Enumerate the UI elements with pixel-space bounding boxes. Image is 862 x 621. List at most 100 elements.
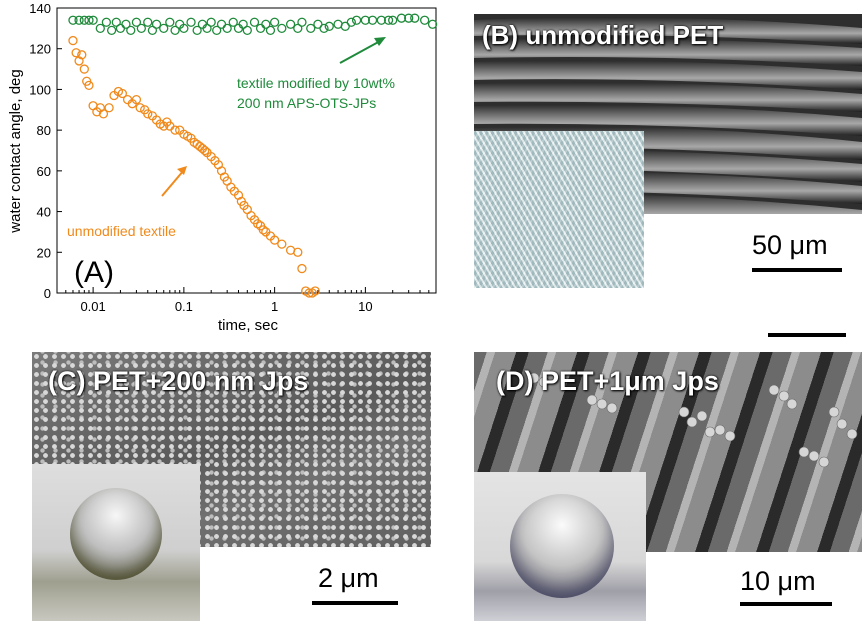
panel-a-label: (A) <box>74 256 114 289</box>
data-point-modified <box>396 13 407 23</box>
y-tick-label: 0 <box>44 286 51 301</box>
data-point-modified <box>84 15 94 25</box>
data-point-modified <box>136 23 146 34</box>
scale-bar-separator <box>768 333 846 337</box>
data-point-unmodified <box>304 288 314 298</box>
droplet-inset-c <box>32 464 200 621</box>
data-point-modified <box>293 23 303 34</box>
y-tick-label: 140 <box>29 1 51 16</box>
water-droplet-c <box>70 488 162 580</box>
data-point-modified <box>212 25 222 36</box>
data-point-modified <box>131 17 142 27</box>
data-point-unmodified <box>131 94 142 105</box>
panel-c-label: (C) PET+200 nm Jps <box>48 366 309 396</box>
data-point-modified <box>170 25 180 36</box>
data-point-unmodified <box>135 103 145 113</box>
data-point-unmodified <box>200 145 210 156</box>
x-tick-label: 0.01 <box>80 299 105 314</box>
annotation-modified-line2: 200 nm APS-OTS-JPs <box>237 95 376 111</box>
panel-b-sem-image: (B) unmodified PET 50 μm <box>474 14 862 288</box>
data-point-modified <box>383 15 394 25</box>
data-point-modified <box>202 23 212 34</box>
data-point-unmodified <box>143 109 153 119</box>
panel-a-chart: 0 20 40 60 80 100 120 140 0.01 0.1 1 10 water cont… <box>0 0 445 335</box>
data-point-modified <box>106 25 117 36</box>
data-point-modified <box>388 15 398 25</box>
data-point-modified <box>346 17 356 27</box>
data-point-modified <box>420 15 430 25</box>
annotation-unmodified: unmodified textile <box>67 223 176 239</box>
scale-bar-c <box>312 601 398 605</box>
data-point-modified <box>151 19 162 29</box>
arrow-unmodified <box>161 169 185 197</box>
data-point-modified <box>242 25 252 36</box>
scale-box-b: 50 μm <box>644 214 862 288</box>
data-point-modified <box>269 17 280 27</box>
panel-d-sem-image: (D) PET+1μm Jps 10 μm <box>474 352 862 621</box>
data-point-modified <box>360 15 371 25</box>
data-point-modified <box>277 23 287 34</box>
arrow-unmodified-head <box>177 166 187 175</box>
y-tick-label: 40 <box>37 205 51 220</box>
panel-b-label: (B) unmodified PET <box>482 20 724 50</box>
data-point-modified <box>376 15 387 25</box>
data-point-unmodified <box>252 219 263 229</box>
data-point-unmodified <box>117 88 128 99</box>
y-axis-label: water contact angle, deg <box>7 69 24 233</box>
data-point-modified <box>68 15 78 25</box>
data-point-modified <box>121 19 131 29</box>
data-point-unmodified <box>307 288 317 298</box>
water-droplet-d <box>510 494 614 598</box>
microparticles-layer <box>528 372 858 468</box>
annotation-modified-line1: textile modified by 10wt% <box>237 75 395 91</box>
data-point-modified <box>186 17 196 27</box>
data-point-modified <box>427 19 438 29</box>
data-point-modified <box>404 13 414 23</box>
arrow-modified-head <box>374 37 386 46</box>
x-tick-label: 1 <box>271 299 278 314</box>
data-point-modified <box>265 25 276 36</box>
data-point-modified <box>238 19 248 29</box>
x-tick-label: 0.1 <box>175 299 193 314</box>
scale-bar-d <box>740 602 832 606</box>
scale-label-d: 10 μm <box>740 566 816 596</box>
data-point-modified <box>319 23 329 34</box>
y-tick-label: 60 <box>37 164 51 179</box>
data-point-modified <box>285 19 296 29</box>
droplet-inset-d <box>474 472 646 621</box>
data-point-unmodified <box>79 64 89 74</box>
data-point-modified <box>79 15 89 25</box>
data-point-unmodified <box>84 80 94 91</box>
woven-fabric-inset <box>474 131 644 288</box>
data-point-modified <box>101 17 112 27</box>
data-point-unmodified <box>310 286 320 296</box>
data-point-modified <box>111 17 121 27</box>
data-point-modified <box>74 15 84 25</box>
data-point-modified <box>147 25 158 36</box>
data-point-modified <box>126 25 136 36</box>
data-point-modified <box>351 15 362 25</box>
y-tick-label: 120 <box>29 42 51 57</box>
scale-box-d: 10 μm <box>646 552 862 621</box>
data-point-modified <box>143 17 153 27</box>
data-point-modified <box>88 15 98 25</box>
data-point-modified <box>324 21 334 31</box>
data-point-unmodified <box>297 263 307 274</box>
data-point-unmodified <box>104 103 114 113</box>
y-tick-label: 100 <box>29 82 51 97</box>
panel-c-sem-image: (C) PET+200 nm Jps 2 μm <box>32 352 431 621</box>
data-point-modified <box>410 13 420 23</box>
data-point-modified <box>261 19 271 29</box>
scale-bar-b <box>752 268 842 272</box>
y-tick-label: 80 <box>37 123 51 138</box>
data-point-unmodified <box>77 50 87 60</box>
data-point-modified <box>249 17 260 27</box>
data-point-unmodified <box>98 109 109 119</box>
data-point-unmodified <box>269 235 280 245</box>
plot-frame <box>56 7 437 294</box>
y-tick-label: 20 <box>37 245 51 260</box>
data-point-unmodified <box>293 247 303 257</box>
scale-box-c: 2 μm <box>200 547 431 621</box>
data-point-modified <box>192 25 202 36</box>
scale-label-c: 2 μm <box>318 563 379 593</box>
